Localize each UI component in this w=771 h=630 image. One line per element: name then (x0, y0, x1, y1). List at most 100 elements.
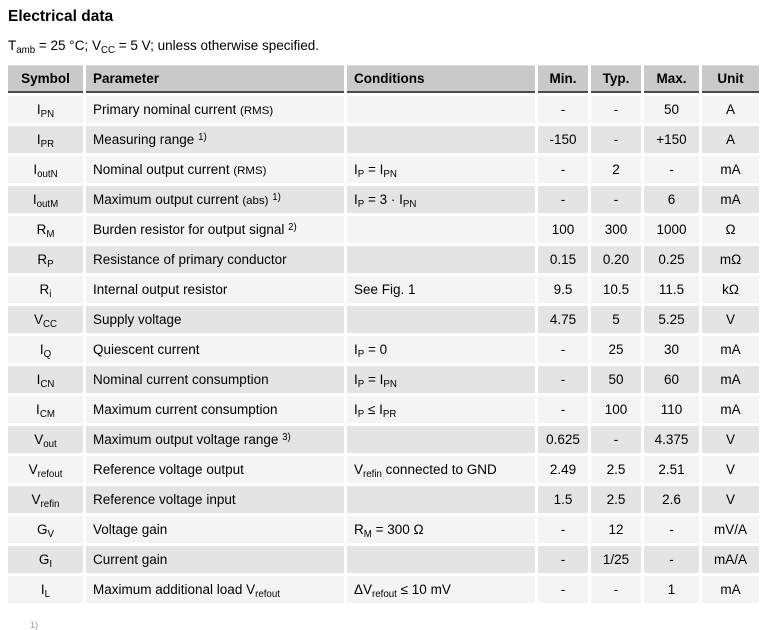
symbol-cell: IQ (8, 336, 83, 363)
electrical-data-table: Symbol Parameter Conditions Min. Typ. Ma… (5, 62, 762, 606)
parameter-cell: Supply voltage (86, 306, 344, 333)
unit-cell: mA (702, 576, 759, 603)
unit-cell: mA/A (702, 546, 759, 573)
typ-cell: 25 (591, 336, 641, 363)
typ-cell: 0.20 (591, 246, 641, 273)
unit-cell: V (702, 486, 759, 513)
header-unit: Unit (702, 65, 759, 93)
min-cell: - (538, 546, 588, 573)
parameter-cell: Voltage gain (86, 516, 344, 543)
typ-cell: 2.5 (591, 456, 641, 483)
conditions-cell (347, 486, 535, 513)
max-cell: +150 (644, 126, 699, 153)
table-row: IoutN Nominal output current (RMS) IP = IP… (8, 156, 759, 183)
unit-cell: V (702, 456, 759, 483)
table-row: IoutM Maximum output current (abs) 1) IP =… (8, 186, 759, 213)
unit-cell: mA (702, 186, 759, 213)
typ-cell: - (591, 96, 641, 123)
max-cell: 2.6 (644, 486, 699, 513)
unit-cell: mA (702, 396, 759, 423)
conditions-cell: IP = IPN (347, 156, 535, 183)
min-cell: 9.5 (538, 276, 588, 303)
header-typ: Typ. (591, 65, 641, 93)
min-cell: - (538, 186, 588, 213)
conditions-cell: RM = 300 Ω (347, 516, 535, 543)
typ-cell: 5 (591, 306, 641, 333)
table-row: Vout Maximum output voltage range 3) 0.625… (8, 426, 759, 453)
table-row: IPR Measuring range 1) -150- +150 A (8, 126, 759, 153)
typ-cell: - (591, 186, 641, 213)
conditions-cell: IP = IPN (347, 366, 535, 393)
table-row: ICN Nominal current consumption IP = IPN -5… (8, 366, 759, 393)
conditions-cell: ΔVrefout ≤ 10 mV (347, 576, 535, 603)
symbol-cell: RP (8, 246, 83, 273)
symbol-cell: IL (8, 576, 83, 603)
table-row: GI Current gain -1/25- mA/A (8, 546, 759, 573)
min-cell: - (538, 366, 588, 393)
max-cell: - (644, 156, 699, 183)
symbol-cell: Vrefin (8, 486, 83, 513)
symbol-cell: IoutN (8, 156, 83, 183)
typ-cell: - (591, 576, 641, 603)
symbol-cell: IoutM (8, 186, 83, 213)
parameter-cell: Reference voltage output (86, 456, 344, 483)
typ-cell: 100 (591, 396, 641, 423)
table-body: IPN Primary nominal current (RMS) - -50 A IPR… (8, 96, 759, 603)
table-row: RM Burden resistor for output signal 2) 10… (8, 216, 759, 243)
typ-cell: 10.5 (591, 276, 641, 303)
parameter-cell: Resistance of primary conductor (86, 246, 344, 273)
typ-cell: 1/25 (591, 546, 641, 573)
min-cell: - (538, 516, 588, 543)
table-row: ICM Maximum current consumption IP ≤ IPR -1… (8, 396, 759, 423)
max-cell: 0.25 (644, 246, 699, 273)
min-cell: - (538, 156, 588, 183)
max-cell: 30 (644, 336, 699, 363)
typ-cell: 50 (591, 366, 641, 393)
parameter-cell: Quiescent current (86, 336, 344, 363)
max-cell: - (644, 516, 699, 543)
min-cell: 4.75 (538, 306, 588, 333)
typ-cell: 2.5 (591, 486, 641, 513)
symbol-cell: GV (8, 516, 83, 543)
max-cell: 5.25 (644, 306, 699, 333)
header-min: Min. (538, 65, 588, 93)
min-cell: -150 (538, 126, 588, 153)
symbol-cell: VCC (8, 306, 83, 333)
typ-cell: 12 (591, 516, 641, 543)
parameter-cell: Reference voltage input (86, 486, 344, 513)
symbol-cell: Ri (8, 276, 83, 303)
conditions-cell (347, 546, 535, 573)
parameter-cell: Nominal output current (RMS) (86, 156, 344, 183)
datasheet-page: { "page": { "title": "Electrical data", … (0, 8, 771, 630)
max-cell: 1 (644, 576, 699, 603)
header-max: Max. (644, 65, 699, 93)
unit-cell: mA (702, 156, 759, 183)
table-row: Vrefout Reference voltage output Vrefin co… (8, 456, 759, 483)
unit-cell: mΩ (702, 246, 759, 273)
min-cell: - (538, 96, 588, 123)
typ-cell: 2 (591, 156, 641, 183)
typ-cell: - (591, 426, 641, 453)
min-cell: - (538, 396, 588, 423)
max-cell: 6 (644, 186, 699, 213)
unit-cell: mV/A (702, 516, 759, 543)
min-cell: 100 (538, 216, 588, 243)
symbol-cell: GI (8, 546, 83, 573)
symbol-cell: IPN (8, 96, 83, 123)
table-row: Vrefin Reference voltage input 1.5 2.5 2.6 V (8, 486, 759, 513)
parameter-cell: Maximum output voltage range 3) (86, 426, 344, 453)
unit-cell: mA (702, 366, 759, 393)
conditions-note: Tamb = 25 °C; VCC = 5 V; unless otherwis… (8, 38, 319, 56)
symbol-cell: IPR (8, 126, 83, 153)
min-cell: 0.625 (538, 426, 588, 453)
min-cell: - (538, 576, 588, 603)
symbol-cell: Vout (8, 426, 83, 453)
page-title: Electrical data (8, 8, 114, 25)
parameter-cell: Primary nominal current (RMS) (86, 96, 344, 123)
conditions-cell: Vrefin connected to GND (347, 456, 535, 483)
conditions-cell (347, 126, 535, 153)
unit-cell: kΩ (702, 276, 759, 303)
unit-cell: V (702, 426, 759, 453)
min-cell: - (538, 336, 588, 363)
parameter-cell: Maximum current consumption (86, 396, 344, 423)
